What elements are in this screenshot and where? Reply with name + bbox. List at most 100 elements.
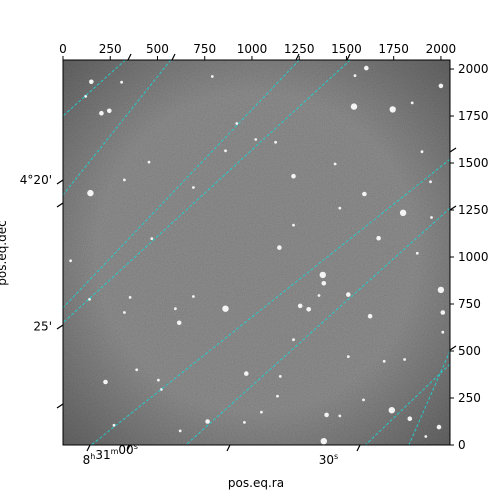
star	[437, 286, 445, 294]
star	[89, 79, 94, 85]
right-tick-label: 1500	[458, 156, 489, 170]
right-tick-label: 1000	[458, 250, 489, 264]
ra-label-value: 31	[95, 448, 110, 462]
ra-tick-mark	[86, 444, 91, 452]
right-tick-label: 0	[458, 438, 466, 452]
right-tick-label: 1250	[458, 203, 489, 217]
star	[103, 379, 108, 385]
grid-line	[63, 60, 126, 117]
star	[353, 74, 357, 77]
dec-tick-mark	[56, 403, 64, 409]
star	[178, 429, 182, 433]
grid-line	[408, 350, 450, 445]
grid-line	[365, 363, 450, 445]
ra-label-unit: s	[334, 452, 338, 461]
ra-tick-mark	[226, 444, 231, 452]
dec-tick-mark	[56, 179, 64, 185]
top-tick-label: 1000	[237, 42, 268, 56]
top-tick-label: 1500	[331, 42, 362, 56]
ra-tick-mark	[356, 444, 361, 452]
star	[291, 173, 296, 179]
ra-tick-mark	[346, 53, 351, 61]
star	[244, 371, 249, 376]
star	[403, 358, 406, 361]
star	[338, 414, 342, 418]
star	[292, 338, 295, 342]
grid-line	[63, 60, 300, 309]
star	[441, 330, 445, 334]
top-tick-label: 1750	[378, 42, 409, 56]
right-tick-label: 250	[458, 391, 481, 405]
right-pixel-axis: 0 250 500 750 1000 1250 1500 1750 2000	[450, 62, 489, 452]
dec-tick-mark	[449, 345, 457, 351]
star	[407, 416, 413, 422]
dec-tick-label: 4°20'	[20, 173, 52, 187]
star	[254, 138, 258, 141]
star	[222, 305, 229, 312]
star	[306, 307, 312, 312]
star	[276, 394, 279, 398]
star	[430, 216, 433, 219]
star	[324, 412, 329, 418]
star	[192, 295, 195, 298]
grid-line	[185, 207, 450, 445]
dec-tick-mark	[56, 202, 64, 208]
star	[321, 281, 327, 286]
ra-tick-label: 30s	[319, 452, 338, 467]
star	[297, 303, 303, 309]
star	[440, 310, 446, 315]
star	[224, 149, 227, 153]
star	[128, 296, 132, 299]
top-tick-label: 1250	[284, 42, 315, 56]
star-field	[69, 65, 446, 445]
star	[135, 368, 139, 372]
ra-label-unit: m	[111, 447, 119, 456]
top-tick-label: 750	[193, 42, 216, 56]
image-panel	[62, 59, 451, 446]
ra-label-unit: h	[90, 452, 95, 461]
star	[278, 375, 282, 378]
star	[367, 313, 373, 319]
star	[150, 237, 154, 241]
x-axis-label: pos.eq.ra	[228, 476, 284, 490]
star	[243, 421, 246, 424]
grid-line	[63, 60, 172, 196]
dec-tick-label: 25'	[33, 320, 52, 334]
star	[107, 108, 112, 114]
star	[260, 410, 263, 414]
star	[123, 311, 126, 314]
star	[320, 438, 327, 445]
star	[235, 122, 239, 125]
star	[388, 407, 395, 414]
star	[424, 435, 428, 438]
star	[350, 103, 358, 110]
star	[147, 160, 151, 164]
star	[420, 150, 424, 154]
ra-label-value: 00	[118, 443, 133, 457]
star	[389, 106, 396, 113]
star	[429, 180, 432, 184]
right-tick-label: 1750	[458, 109, 489, 123]
star	[382, 359, 386, 363]
right-tick-label: 2000	[458, 62, 489, 76]
dec-tick-mark	[449, 147, 457, 153]
star	[99, 110, 104, 116]
top-tick-label: 0	[59, 42, 67, 56]
y-axis-label: pos.eq.dec	[0, 220, 9, 285]
star	[87, 189, 94, 197]
star	[176, 320, 182, 326]
right-tick-label: 500	[458, 344, 481, 358]
star	[112, 423, 116, 427]
star	[410, 101, 414, 105]
star	[436, 424, 442, 430]
ra-tick-mark	[127, 53, 132, 61]
star	[346, 292, 351, 297]
star	[362, 191, 367, 197]
star	[415, 251, 419, 255]
right-tick-label: 750	[458, 297, 481, 311]
star	[338, 206, 342, 210]
grid-line	[91, 158, 450, 445]
star	[346, 355, 350, 358]
